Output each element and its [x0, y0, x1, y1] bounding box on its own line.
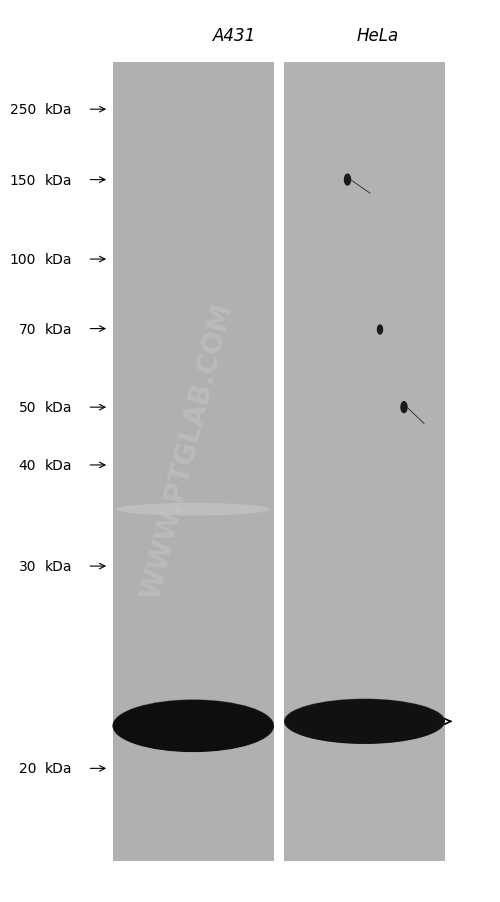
Bar — [284, 649, 445, 675]
Bar — [112, 302, 274, 329]
Bar — [284, 329, 445, 355]
Bar — [112, 170, 274, 196]
Bar — [112, 622, 274, 649]
Text: 40: 40 — [18, 458, 36, 473]
Circle shape — [378, 326, 382, 335]
Text: 250: 250 — [10, 103, 36, 117]
Circle shape — [401, 402, 407, 413]
Bar — [112, 675, 274, 702]
Bar — [112, 755, 274, 781]
Bar — [112, 569, 274, 595]
Bar — [112, 276, 274, 303]
Bar — [284, 196, 445, 223]
Bar — [284, 410, 445, 436]
Bar — [112, 462, 274, 489]
Bar — [284, 143, 445, 170]
Ellipse shape — [288, 701, 441, 743]
Ellipse shape — [112, 700, 274, 752]
Bar — [112, 436, 274, 462]
Bar — [112, 143, 274, 170]
Bar — [284, 515, 445, 542]
Bar — [112, 89, 274, 116]
Text: kDa: kDa — [45, 103, 72, 117]
Bar — [112, 515, 274, 542]
Bar — [284, 382, 445, 410]
Bar — [284, 462, 445, 489]
Ellipse shape — [284, 699, 445, 744]
Text: kDa: kDa — [45, 761, 72, 776]
Bar — [112, 835, 274, 861]
Bar — [112, 63, 274, 861]
Bar — [112, 649, 274, 675]
Text: 70: 70 — [18, 322, 36, 336]
Bar — [284, 302, 445, 329]
Ellipse shape — [114, 701, 272, 752]
Bar — [112, 382, 274, 410]
Text: 50: 50 — [18, 400, 36, 415]
Bar — [112, 489, 274, 516]
Bar — [284, 675, 445, 702]
Text: WWW.PTGLAB.COM: WWW.PTGLAB.COM — [137, 300, 238, 602]
Bar — [284, 808, 445, 835]
Bar — [284, 276, 445, 303]
Text: kDa: kDa — [45, 173, 72, 188]
Bar — [284, 63, 445, 861]
Ellipse shape — [112, 699, 274, 751]
Text: kDa: kDa — [45, 253, 72, 267]
Text: A431: A431 — [214, 27, 256, 45]
Bar — [274, 63, 284, 861]
Ellipse shape — [286, 700, 444, 744]
Text: 150: 150 — [10, 173, 36, 188]
Bar — [284, 63, 445, 89]
Bar — [284, 489, 445, 516]
Bar — [112, 116, 274, 143]
Bar — [284, 835, 445, 861]
Bar — [284, 89, 445, 116]
Bar — [284, 569, 445, 595]
Bar — [284, 436, 445, 462]
Text: kDa: kDa — [45, 559, 72, 574]
Bar — [112, 542, 274, 569]
Bar — [112, 63, 274, 89]
Text: HeLa: HeLa — [356, 27, 399, 45]
Bar — [112, 355, 274, 382]
Bar — [112, 702, 274, 729]
Bar — [112, 223, 274, 249]
Bar — [284, 355, 445, 382]
Bar — [284, 116, 445, 143]
Bar — [112, 595, 274, 622]
Bar — [112, 729, 274, 755]
Text: kDa: kDa — [45, 400, 72, 415]
Bar — [112, 410, 274, 436]
Bar — [284, 755, 445, 781]
Bar — [284, 781, 445, 808]
Bar — [284, 729, 445, 755]
Text: kDa: kDa — [45, 322, 72, 336]
Text: 30: 30 — [18, 559, 36, 574]
Bar — [112, 329, 274, 355]
Bar — [284, 702, 445, 729]
Bar — [284, 622, 445, 649]
Bar — [284, 249, 445, 276]
Bar — [112, 196, 274, 223]
Text: 100: 100 — [10, 253, 36, 267]
Ellipse shape — [284, 698, 445, 743]
Text: kDa: kDa — [45, 458, 72, 473]
Bar — [112, 249, 274, 276]
Bar — [284, 170, 445, 196]
Bar — [284, 542, 445, 569]
Circle shape — [344, 175, 350, 186]
Bar — [284, 223, 445, 249]
Text: 20: 20 — [18, 761, 36, 776]
Ellipse shape — [116, 702, 270, 751]
Bar — [284, 595, 445, 622]
Bar — [112, 781, 274, 808]
Ellipse shape — [116, 503, 270, 516]
Bar — [112, 808, 274, 835]
